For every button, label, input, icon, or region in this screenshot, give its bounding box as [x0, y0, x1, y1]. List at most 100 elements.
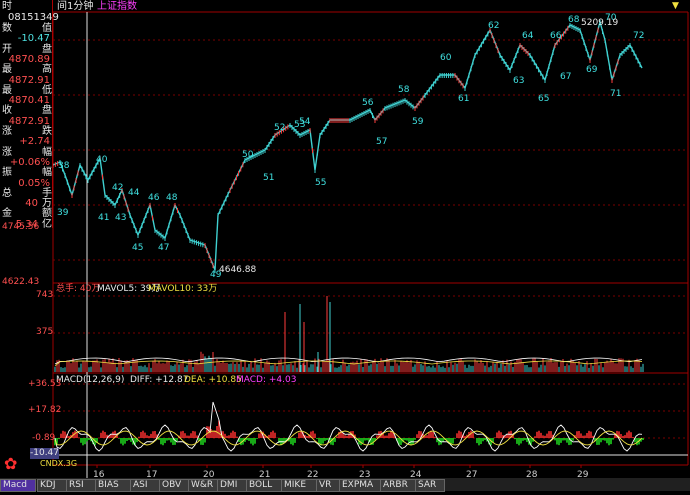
macd-dea-line — [54, 430, 643, 446]
macd-legend: MACD(12,26,9) — [56, 375, 125, 385]
low-point-label: 4646.88 — [219, 265, 257, 275]
info-suffix: 亿 — [42, 218, 52, 230]
info-label: 开 — [2, 43, 12, 55]
wave-number: 38 — [58, 161, 70, 171]
info-label: 涨 — [2, 146, 12, 158]
wave-number: 65 — [538, 94, 549, 104]
info-suffix: 盘 — [42, 43, 52, 55]
logo-icon: ✿ — [4, 454, 18, 473]
wave-number: 53 — [294, 120, 305, 130]
volume-legend-ma10: MAVOL10: 33万 — [148, 284, 218, 294]
tab-asi[interactable]: ASI — [130, 479, 160, 492]
wave-number: 64 — [522, 31, 534, 41]
tab-sar[interactable]: SAR — [415, 479, 445, 492]
wave-number: 54 — [299, 117, 311, 127]
tab-bias[interactable]: BIAS — [95, 479, 131, 492]
info-value: 4870.41 — [8, 95, 50, 107]
wave-number: 63 — [513, 76, 524, 86]
dropdown-arrow-icon[interactable]: ▼ — [672, 1, 679, 11]
info-label: 最 — [2, 64, 12, 76]
index-name[interactable]: 上证指数 — [97, 1, 137, 12]
info-suffix: 幅 — [42, 167, 52, 179]
indicator-tab-bar: Macd KDJ RSI BIAS ASI OBV W&R DMI BOLL MIKE VR EXP… — [0, 478, 690, 492]
wave-number: 60 — [440, 53, 452, 63]
macd-dea: DEA: +10.85 — [184, 375, 242, 385]
wave-number: 66 — [550, 31, 562, 41]
info-label: 振 — [2, 167, 12, 179]
price-axis-bottom: 4622.43 — [2, 277, 40, 287]
price-axis-low: 4745.56 — [2, 222, 40, 232]
x-tick-label: 17 — [146, 470, 157, 480]
tab-boll[interactable]: BOLL — [246, 479, 282, 492]
wave-number: 55 — [315, 178, 326, 188]
wave-number: 50 — [242, 150, 254, 160]
tab-dmi[interactable]: DMI — [217, 479, 247, 492]
volume-legend-ma5: MAVOL5: 39万 — [97, 284, 161, 294]
x-tick-label: 16 — [93, 470, 105, 480]
logo: ✿ — [2, 454, 38, 478]
macd-dif-line — [54, 401, 643, 452]
info-label: 收 — [2, 105, 12, 117]
volume-axis-top: 743 — [36, 290, 54, 300]
wave-number: 45 — [132, 243, 143, 253]
tab-mike[interactable]: MIKE — [281, 479, 317, 492]
wave-number: 70 — [605, 13, 617, 23]
tab-macd[interactable]: Macd — [0, 479, 36, 492]
x-tick-label: 29 — [577, 470, 589, 480]
wave-number: 58 — [398, 85, 410, 95]
info-value: 0.05% — [18, 177, 50, 189]
info-label: 金 — [2, 208, 12, 220]
tab-vr[interactable]: VR — [316, 479, 340, 492]
info-label: 数 — [2, 23, 12, 34]
wave-number: 71 — [610, 89, 621, 99]
wave-number: 62 — [488, 21, 499, 31]
volume-legend-total: 总手: 40万 — [56, 284, 101, 294]
price-line — [52, 19, 643, 271]
wave-number: 43 — [115, 213, 126, 223]
info-value: 5.34 — [15, 218, 38, 230]
info-suffix: 手 — [42, 187, 52, 199]
info-suffix: 幅 — [42, 146, 52, 158]
info-suffix: 低 — [42, 84, 52, 96]
wave-number: 57 — [376, 137, 387, 147]
x-tick-label: 21 — [259, 470, 270, 480]
wave-number: 61 — [458, 94, 469, 104]
tab-kdj[interactable]: KDJ — [37, 479, 67, 492]
info-value: +0.06% — [9, 156, 50, 168]
tab-wnr[interactable]: W&R — [188, 479, 218, 492]
wave-number: 56 — [362, 98, 374, 108]
wave-number: 49 — [210, 270, 222, 280]
info-value: 4872.91 — [8, 115, 50, 127]
x-tick-label: 28 — [526, 470, 538, 480]
tab-arbr[interactable]: ARBR — [380, 479, 416, 492]
period-label[interactable]: 间1分钟 — [57, 1, 94, 12]
volume-axis-mid: 375 — [36, 327, 54, 337]
info-suffix: 万 — [42, 198, 52, 210]
info-value: 40 — [25, 198, 38, 210]
wave-number: 42 — [112, 183, 123, 193]
info-suffix: 额 — [42, 208, 52, 220]
volume-ma5 — [54, 357, 643, 365]
logo-text: CNDX.3G — [40, 459, 78, 468]
tab-rsi[interactable]: RSI — [66, 479, 96, 492]
wave-number: 59 — [412, 117, 424, 127]
wave-number: 72 — [633, 31, 644, 41]
info-value: -10.47 — [17, 33, 50, 45]
info-label: 总 — [2, 187, 12, 199]
wave-number: 46 — [148, 193, 160, 203]
wave-number: 40 — [96, 155, 108, 165]
wave-number: 39 — [57, 208, 69, 218]
wave-number: 68 — [568, 15, 580, 25]
info-suffix: 高 — [42, 64, 52, 76]
wave-number: 41 — [98, 213, 109, 223]
info-value: 4872.91 — [8, 74, 50, 86]
tab-expma[interactable]: EXPMA — [339, 479, 381, 492]
info-label: 最 — [2, 84, 12, 96]
time-value: 08151349 — [8, 12, 59, 23]
tab-obv[interactable]: OBV — [159, 479, 189, 492]
wave-number: 44 — [128, 188, 140, 198]
x-tick-label: 24 — [410, 470, 422, 480]
info-value: 4870.89 — [8, 53, 50, 65]
